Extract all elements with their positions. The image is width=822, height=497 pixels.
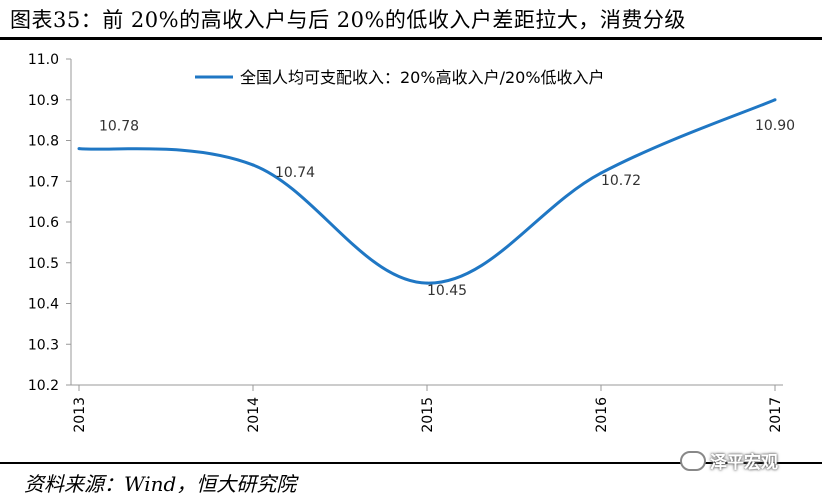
data-point — [773, 98, 777, 102]
data-label: 10.45 — [427, 283, 467, 299]
series-layer: 10.78 10.74 10.45 10.72 10.90 — [77, 98, 795, 299]
legend-label: 全国人均可支配收入：20%高收入户/20%低收入户 — [240, 68, 605, 87]
chart-title: 图表35：前 20%的高收入户与后 20%的低收入户差距拉大，消费分级 — [10, 8, 686, 32]
y-tick-label: 10.3 — [28, 337, 59, 353]
x-tick-label: 2015 — [420, 397, 436, 433]
legend: 全国人均可支配收入：20%高收入户/20%低收入户 — [195, 68, 605, 87]
source-note: 资料来源：Wind，恒大研究院 — [24, 472, 297, 496]
data-point — [251, 163, 255, 167]
x-tick-label: 2013 — [72, 397, 88, 433]
x-tick-label: 2016 — [594, 397, 610, 433]
data-point — [425, 281, 429, 285]
y-tick-label: 10.6 — [28, 215, 59, 231]
y-tick-label: 10.7 — [28, 174, 59, 190]
line-chart: 10.2 10.3 10.4 10.5 10.6 10.7 10.8 10.9 11.0 201… — [28, 52, 795, 433]
y-axis: 10.2 10.3 10.4 10.5 10.6 10.7 10.8 10.9 11.0 — [28, 52, 72, 394]
series-line — [78, 98, 776, 285]
y-tick-label: 10.4 — [28, 297, 59, 313]
watermark-text: 泽平宏观 — [710, 453, 778, 473]
watermark: 泽平宏观 — [680, 448, 778, 473]
bottom-rule — [0, 462, 822, 464]
y-tick-label: 11.0 — [28, 52, 59, 68]
wechat-icon — [680, 450, 706, 471]
y-tick-label: 10.8 — [28, 134, 59, 150]
data-label: 10.90 — [755, 118, 795, 134]
x-tick-label: 2014 — [246, 397, 262, 433]
top-rule — [0, 37, 822, 40]
data-label: 10.78 — [99, 119, 139, 135]
x-tick-label: 2017 — [768, 397, 784, 433]
data-label: 10.72 — [601, 173, 641, 189]
data-label: 10.74 — [275, 165, 315, 181]
x-axis: 2013 2014 2015 2016 2017 — [71, 384, 784, 433]
y-tick-label: 10.5 — [28, 256, 59, 272]
data-point — [599, 171, 603, 175]
y-tick-label: 10.9 — [28, 93, 59, 109]
data-point — [77, 147, 81, 151]
y-tick-label: 10.2 — [28, 378, 59, 394]
